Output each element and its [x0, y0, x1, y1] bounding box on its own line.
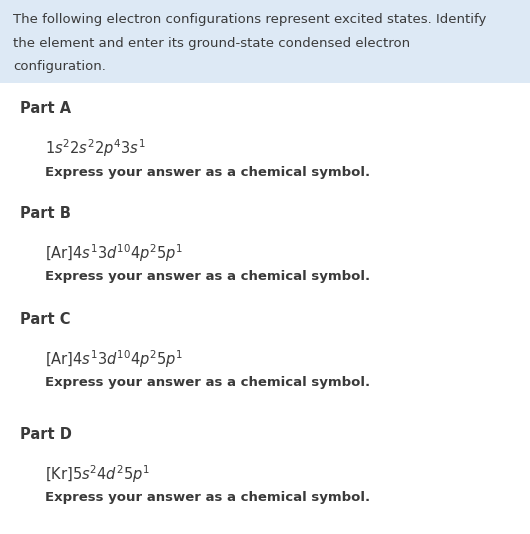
Text: Express your answer as a chemical symbol.: Express your answer as a chemical symbol… [45, 166, 370, 178]
Text: Express your answer as a chemical symbol.: Express your answer as a chemical symbol… [45, 376, 370, 389]
Text: configuration.: configuration. [13, 60, 106, 73]
Bar [0, 0, 530, 83]
Text: Part A: Part A [20, 101, 71, 116]
Text: Express your answer as a chemical symbol.: Express your answer as a chemical symbol… [45, 491, 370, 504]
Text: Part B: Part B [20, 206, 71, 221]
Text: Part D: Part D [20, 427, 72, 442]
Text: Express your answer as a chemical symbol.: Express your answer as a chemical symbol… [45, 270, 370, 282]
Text: the element and enter its ground-state condensed electron: the element and enter its ground-state c… [13, 37, 410, 50]
Text: $1s^{2}2s^{2}2p^{4}3s^{1}$: $1s^{2}2s^{2}2p^{4}3s^{1}$ [45, 138, 146, 160]
Text: $[\mathrm{Ar}]4s^{1}3d^{10}4p^{2}5p^{1}$: $[\mathrm{Ar}]4s^{1}3d^{10}4p^{2}5p^{1}$ [45, 349, 183, 371]
Text: Part C: Part C [20, 312, 70, 327]
Text: $[\mathrm{Ar}]4s^{1}3d^{10}4p^{2}5p^{1}$: $[\mathrm{Ar}]4s^{1}3d^{10}4p^{2}5p^{1}$ [45, 242, 183, 264]
Text: The following electron configurations represent excited states. Identify: The following electron configurations re… [13, 13, 487, 26]
Text: $[\mathrm{Kr}]5s^{2}4d^{2}5p^{1}$: $[\mathrm{Kr}]5s^{2}4d^{2}5p^{1}$ [45, 464, 150, 485]
